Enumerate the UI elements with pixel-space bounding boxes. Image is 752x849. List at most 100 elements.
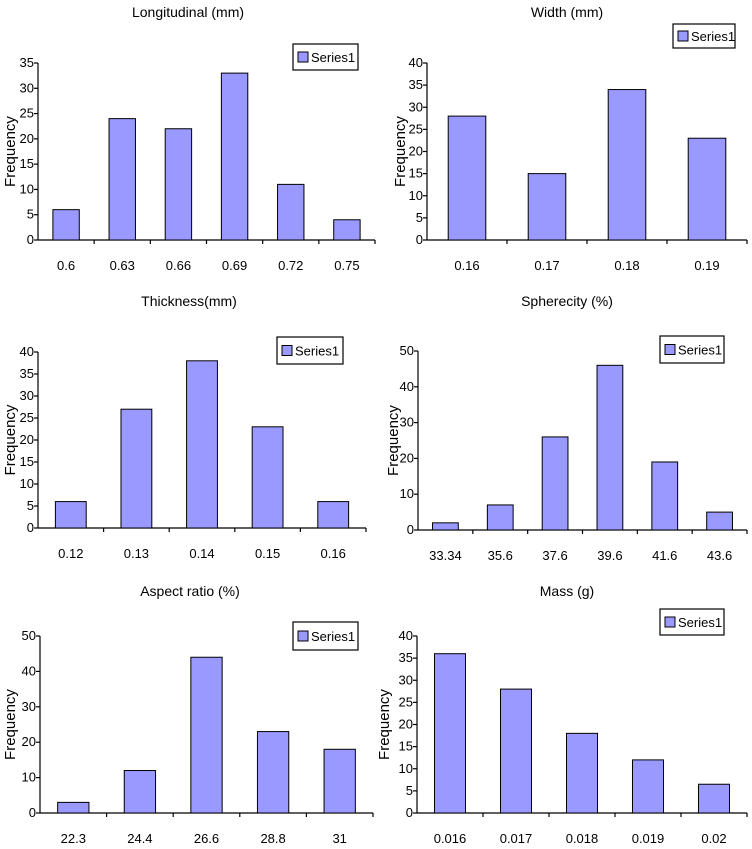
chart-title: Spherecity (%)	[521, 293, 613, 309]
x-tick-label: 28.8	[260, 831, 285, 846]
y-tick-label: 5	[406, 783, 413, 798]
y-tick-label: 35	[399, 650, 413, 665]
x-tick-label: 0.75	[334, 258, 359, 273]
legend-swatch	[281, 345, 293, 356]
chart-title: Width (mm)	[531, 4, 603, 20]
y-tick-label: 0	[416, 232, 423, 247]
y-tick-label: 50	[22, 628, 36, 643]
legend-swatch	[664, 616, 676, 628]
y-tick-label: 40	[409, 55, 423, 70]
y-tick-label: 20	[20, 432, 34, 447]
y-tick-label: 30	[400, 415, 414, 430]
y-tick-label: 40	[400, 379, 414, 394]
x-tick-label: 0.02	[701, 831, 726, 846]
x-tick-label: 0.16	[454, 258, 479, 273]
y-axis-label: Frequency	[392, 116, 409, 187]
legend-label: Series1	[678, 615, 722, 630]
bar	[433, 653, 467, 814]
chart-panel: Width (mm) Frequency 0 5 10 15 20 25 30 35 40 0.16 0…	[392, 4, 748, 273]
bar	[706, 511, 733, 531]
y-tick-label: 30	[409, 99, 423, 114]
x-tick-label: 0.72	[278, 258, 303, 273]
legend-swatch	[677, 30, 689, 42]
bar	[186, 360, 218, 529]
x-tick-label: 0.16	[321, 546, 346, 561]
y-tick-label: 10	[20, 476, 34, 491]
y-axis-label: Frequency	[2, 689, 19, 760]
bar	[256, 731, 290, 814]
chart-panel: Aspect ratio (%) Frequency 0 10 20 30 40 50 22.3…	[2, 583, 374, 846]
bar	[333, 219, 361, 241]
bar	[499, 688, 533, 814]
bar	[220, 72, 249, 241]
y-tick-label: 30	[399, 672, 413, 687]
y-axis-label: Frequency	[385, 405, 402, 476]
x-tick-label: 0.14	[189, 546, 214, 561]
y-tick-label: 0	[27, 232, 34, 247]
y-tick-label: 15	[20, 454, 34, 469]
bar	[687, 137, 727, 241]
y-tick-label: 0	[29, 805, 36, 820]
x-tick-label: 0.6	[57, 258, 75, 273]
y-tick-label: 10	[409, 188, 423, 203]
bar	[697, 783, 731, 814]
x-tick-label: 22.3	[61, 831, 86, 846]
y-axis-label: Frequency	[376, 689, 393, 760]
bar	[277, 183, 305, 241]
x-tick-label: 39.6	[597, 548, 622, 563]
x-tick-label: 26.6	[194, 831, 219, 846]
chart-title: Aspect ratio (%)	[140, 583, 240, 599]
x-tick-label: 0.19	[694, 258, 719, 273]
legend-label: Series1	[678, 343, 722, 358]
x-tick-label: 0.17	[534, 258, 559, 273]
bar	[527, 173, 567, 241]
legend: Series1	[659, 608, 725, 636]
x-tick-label: 33.34	[429, 548, 462, 563]
legend: Series1	[292, 621, 359, 651]
y-tick-label: 40	[399, 628, 413, 643]
y-tick-label: 5	[416, 210, 423, 225]
y-tick-label: 20	[20, 131, 34, 146]
bar	[565, 732, 599, 814]
x-tick-label: 0.017	[500, 831, 533, 846]
y-tick-label: 35	[20, 55, 34, 70]
legend-label: Series1	[311, 50, 355, 65]
bar	[432, 522, 459, 531]
bar	[323, 748, 356, 814]
y-tick-label: 20	[22, 734, 36, 749]
legend-swatch	[297, 51, 309, 63]
y-tick-label: 0	[406, 805, 413, 820]
y-tick-label: 25	[20, 410, 34, 425]
y-tick-label: 30	[20, 388, 34, 403]
y-tick-label: 10	[20, 181, 34, 196]
bar	[123, 770, 157, 814]
bar	[57, 801, 90, 814]
bar	[631, 759, 665, 814]
y-tick-label: 30	[22, 699, 36, 714]
x-tick-label: 0.019	[632, 831, 665, 846]
y-tick-label: 0	[407, 522, 414, 537]
bar	[447, 115, 487, 241]
y-tick-label: 25	[399, 694, 413, 709]
chart-title: Mass (g)	[540, 583, 594, 599]
bar	[108, 118, 136, 241]
x-tick-label: 24.4	[127, 831, 152, 846]
bar	[486, 504, 514, 531]
legend: Series1	[276, 336, 344, 365]
y-tick-label: 35	[20, 366, 34, 381]
x-tick-label: 0.18	[614, 258, 639, 273]
legend: Series1	[672, 23, 736, 49]
y-tick-label: 50	[400, 343, 414, 358]
y-tick-label: 30	[20, 80, 34, 95]
chart-title: Thickness(mm)	[141, 293, 237, 309]
x-tick-label: 37.6	[542, 548, 567, 563]
y-tick-label: 5	[27, 207, 34, 222]
bar	[607, 89, 647, 241]
x-tick-label: 41.6	[652, 548, 677, 563]
chart-panel: Mass (g) Frequency 0 5 10 15 20 25 30 35 40 0.016 0.…	[376, 583, 748, 846]
x-tick-label: 0.13	[124, 546, 149, 561]
bar	[190, 656, 223, 814]
y-tick-label: 10	[399, 761, 413, 776]
x-tick-label: 0.69	[222, 258, 247, 273]
